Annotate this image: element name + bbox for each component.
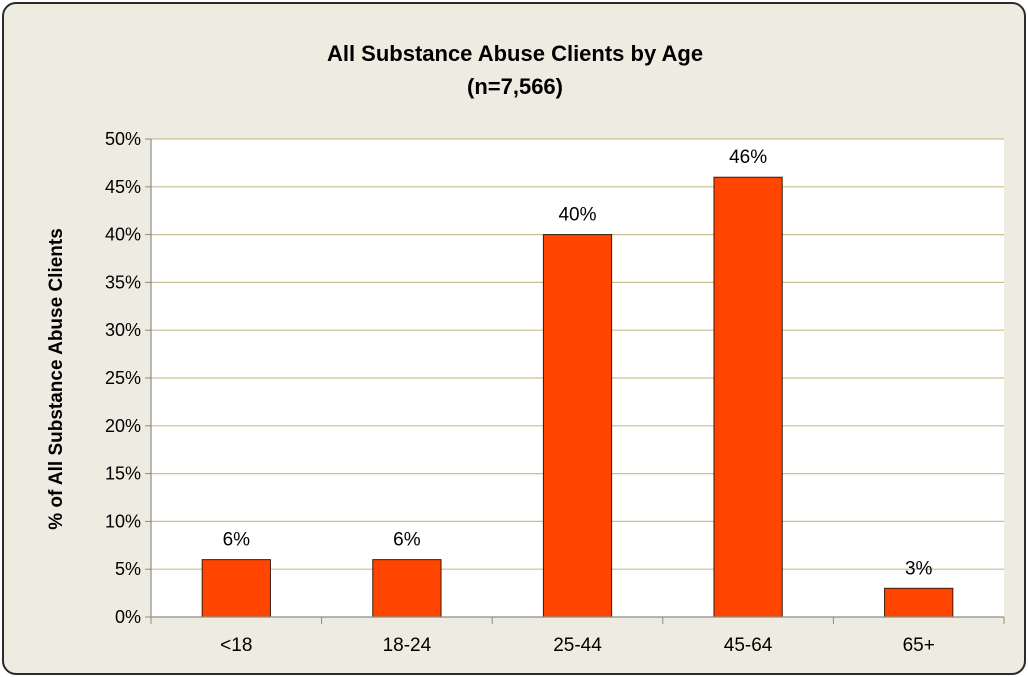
chart-subtitle: (n=7,566) — [467, 74, 563, 99]
x-tick-label: <18 — [220, 635, 252, 656]
data-label: 6% — [223, 530, 251, 551]
x-tick-label: 18-24 — [383, 635, 432, 656]
bar — [884, 587, 954, 618]
labels: 0% 5% 10% 15% 20% 25% 30% 35% 40% 45% 50% 6% <18 6% 18… — [105, 129, 935, 656]
y-tick-label: 35% — [105, 272, 141, 292]
bar-chart: All Substance Abuse Clients by Age (n=7,… — [46, 41, 1005, 656]
data-label: 3% — [905, 558, 933, 579]
y-axis-label: % of All Substance Abuse Clients — [46, 228, 67, 530]
y-tick-label: 40% — [105, 225, 141, 245]
y-tick-label: 10% — [105, 511, 141, 531]
bars — [201, 176, 954, 618]
y-tick-label: 30% — [105, 320, 141, 340]
y-tick-label: 15% — [105, 464, 141, 484]
y-tick-label: 25% — [105, 368, 141, 388]
x-tick-label: 65+ — [903, 635, 935, 656]
y-tick-label: 5% — [115, 559, 141, 579]
y-tick-label: 20% — [105, 416, 141, 436]
data-label: 6% — [393, 530, 421, 551]
bar — [201, 559, 271, 618]
x-tick-label: 45-64 — [724, 635, 773, 656]
bar — [372, 559, 442, 618]
data-label: 40% — [558, 205, 596, 226]
y-tick-label: 0% — [115, 607, 141, 627]
y-tick-label: 50% — [105, 129, 141, 149]
bar — [713, 176, 783, 618]
x-tick-label: 25-44 — [553, 635, 602, 656]
y-tick-label: 45% — [105, 177, 141, 197]
chart-title: All Substance Abuse Clients by Age — [327, 41, 703, 66]
axes — [145, 138, 1005, 624]
data-label: 46% — [729, 147, 767, 168]
bar — [542, 234, 613, 618]
